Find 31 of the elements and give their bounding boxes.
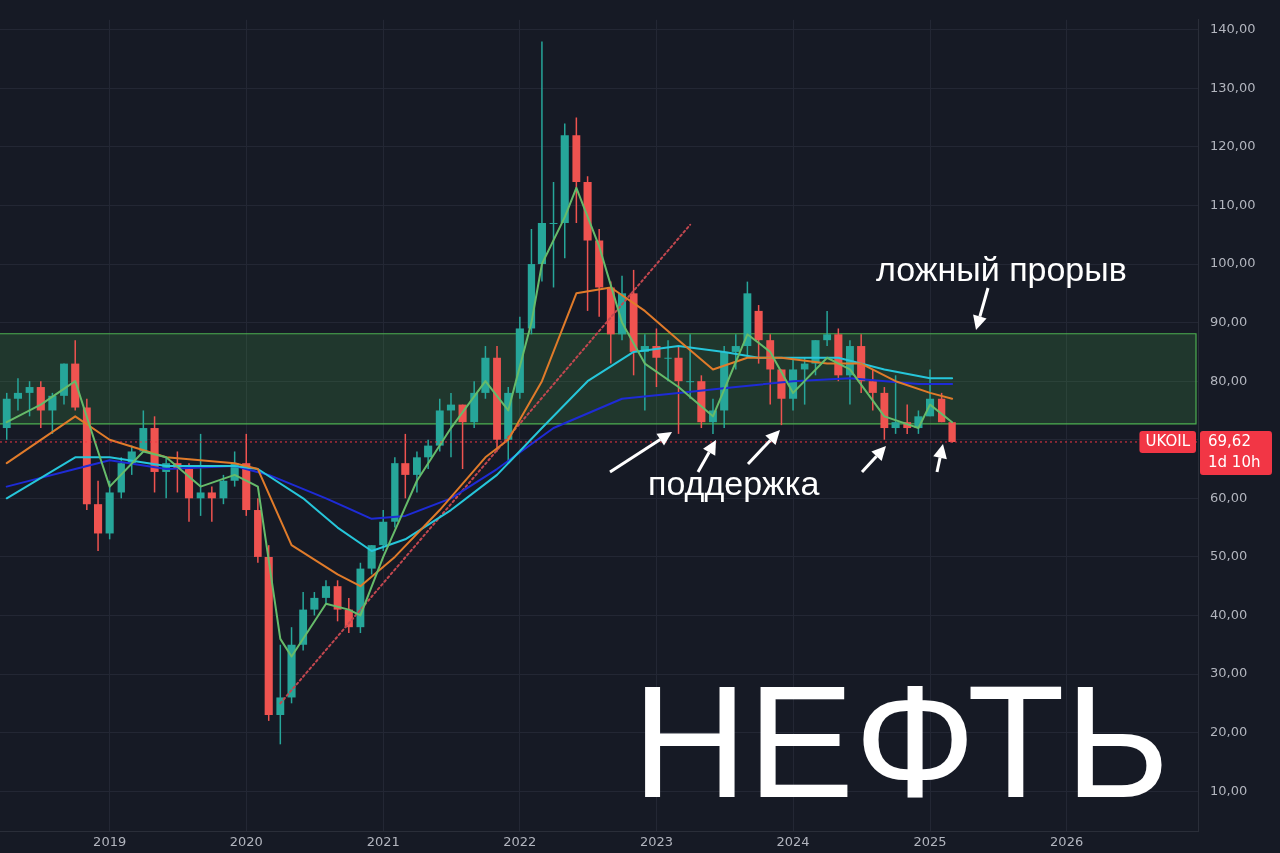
x-tick-label: 2020 xyxy=(229,834,263,850)
candlestick xyxy=(13,378,23,411)
x-tick-label: 2025 xyxy=(913,834,947,850)
y-tick-label: 40,00 xyxy=(1210,606,1248,622)
y-tick-label: 110,00 xyxy=(1210,196,1256,212)
annotation: поддержка xyxy=(648,464,820,502)
x-tick-label: 2021 xyxy=(366,834,400,850)
y-tick-label: 130,00 xyxy=(1210,79,1256,95)
y-tick-label: 140,00 xyxy=(1210,21,1256,37)
y-tick-label: 120,00 xyxy=(1210,138,1256,154)
x-tick-label: 2019 xyxy=(93,834,127,850)
y-tick-label: 100,00 xyxy=(1210,255,1256,271)
text: 1d 10h xyxy=(1208,452,1261,471)
text: 69,62 xyxy=(1208,431,1251,450)
y-tick-label: 50,00 xyxy=(1210,548,1248,564)
y-tick-label: 30,00 xyxy=(1210,665,1248,681)
candlestick xyxy=(823,310,832,347)
y-tick-label: 20,00 xyxy=(1210,723,1248,739)
y-tick-label: 90,00 xyxy=(1210,313,1248,329)
x-tick-label: 2023 xyxy=(639,834,673,850)
ref-line-label: UKOIL xyxy=(1145,431,1191,450)
y-tick-label: 10,00 xyxy=(1210,782,1248,798)
annotation: ложный прорыв xyxy=(876,250,1127,288)
y-tick-label: 80,00 xyxy=(1210,372,1248,388)
text: НЕФТЬ xyxy=(632,652,1170,831)
y-tick-label: 60,00 xyxy=(1210,489,1248,505)
x-tick-label: 2026 xyxy=(1050,834,1084,850)
candlestick xyxy=(207,486,216,522)
x-tick-label: 2022 xyxy=(503,834,537,850)
candlestick xyxy=(537,41,546,282)
x-tick-label: 2024 xyxy=(776,834,810,850)
